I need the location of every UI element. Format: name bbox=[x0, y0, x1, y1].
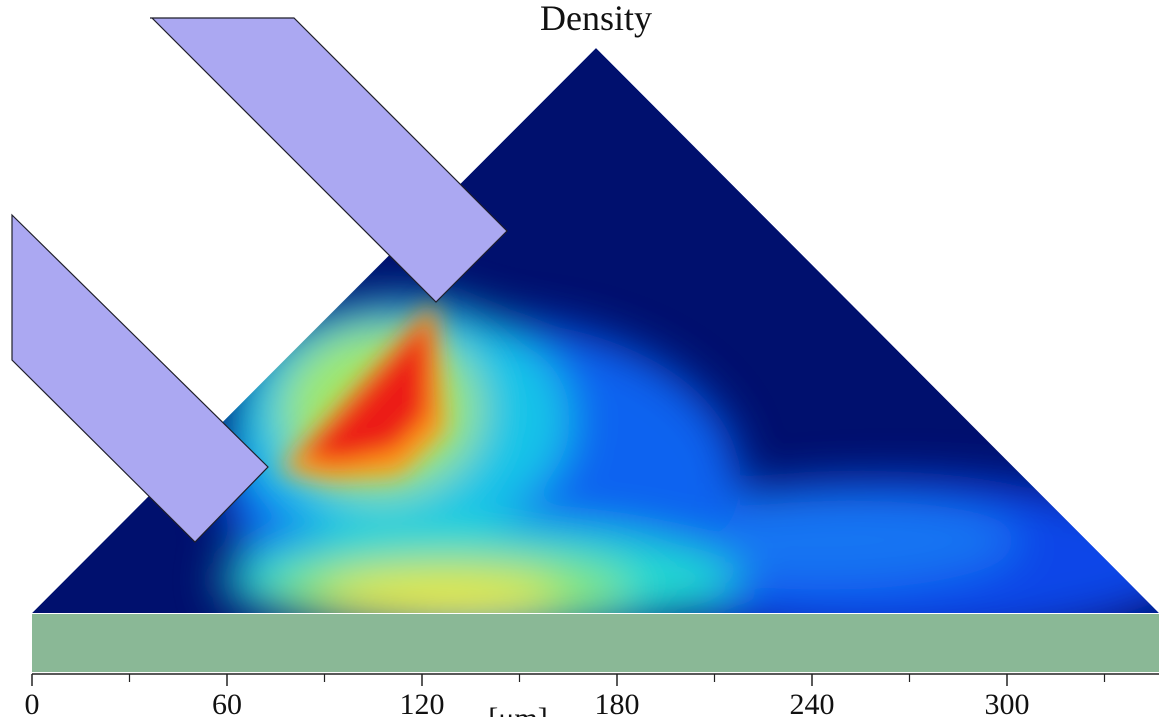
x-tick-label-180: 180 bbox=[595, 688, 640, 717]
glow-yellow-lower bbox=[320, 573, 560, 613]
x-tick-label-0: 0 bbox=[25, 688, 40, 717]
upper-nozzle-body bbox=[150, 17, 508, 303]
substrate bbox=[32, 614, 1159, 672]
lower-nozzle-body bbox=[11, 213, 269, 543]
hotspot-red bbox=[300, 315, 430, 462]
upper-nozzle bbox=[150, 17, 508, 303]
x-tick-label-300: 300 bbox=[985, 688, 1030, 717]
density-field bbox=[32, 48, 1159, 613]
x-tick-label-240: 240 bbox=[790, 688, 835, 717]
x-axis-tick-labels: 0 60 120 180 240 300 bbox=[25, 688, 1030, 717]
lower-nozzle bbox=[11, 213, 269, 543]
x-axis-ticks bbox=[31, 674, 1106, 686]
hotspot bbox=[280, 300, 445, 480]
chart-title: Density bbox=[540, 0, 652, 38]
x-tick-label-60: 60 bbox=[212, 688, 242, 717]
x-tick-label-120: 120 bbox=[400, 688, 445, 717]
x-axis-label: [μm] bbox=[488, 702, 547, 717]
